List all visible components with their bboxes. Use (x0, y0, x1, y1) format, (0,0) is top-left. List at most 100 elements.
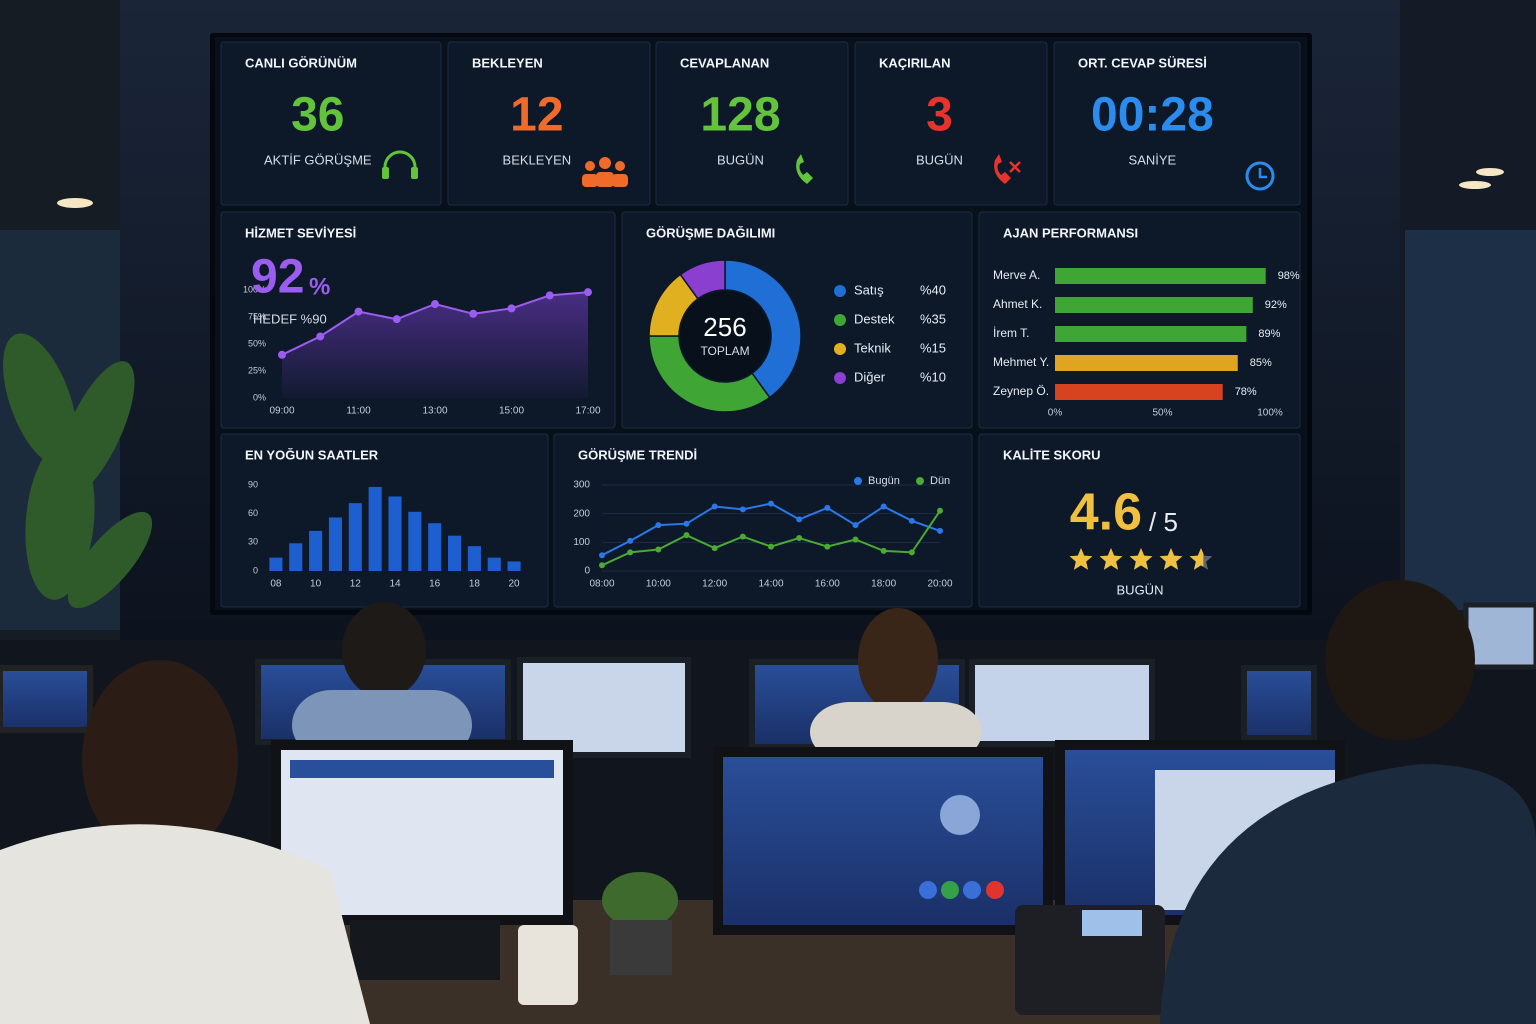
chart-title: EN YOĞUN SAATLER (245, 447, 379, 462)
y-tick-label: 100 (573, 537, 590, 548)
bar (408, 511, 422, 571)
ceiling-light (1476, 168, 1504, 176)
legend-swatch (834, 285, 846, 297)
point (824, 543, 831, 550)
bar (368, 486, 382, 571)
y-tick-label: 0 (253, 565, 258, 575)
point (937, 507, 943, 514)
category-label: Ahmet K. (993, 297, 1042, 311)
y-tick-label: 200 (573, 508, 590, 519)
donut-hole (680, 291, 770, 381)
point (908, 517, 915, 524)
category-label: Mehmet Y. (993, 355, 1049, 369)
point (711, 545, 718, 552)
kpi-label: BUGÜN (916, 152, 963, 167)
people-icon (582, 157, 628, 187)
bar (328, 517, 343, 571)
center-label: TOPLAM (700, 344, 749, 358)
star (1189, 548, 1204, 570)
point (739, 506, 746, 513)
point (768, 543, 774, 550)
bar (1055, 268, 1266, 284)
value-label: 98% (1278, 270, 1300, 282)
headset-icon (383, 150, 417, 175)
point (392, 315, 401, 324)
subtitle: HEDEF %90 (253, 311, 327, 326)
ceiling-light (1459, 181, 1491, 189)
headline-unit: % (309, 273, 330, 300)
foreground-agents (0, 580, 1536, 1024)
point (852, 522, 859, 529)
kpi-label: BEKLEYEN (503, 152, 572, 167)
x-tick-label: 10:00 (646, 579, 671, 590)
point (739, 533, 746, 540)
point (545, 291, 554, 300)
bar (447, 535, 462, 571)
y-tick-label: 75% (248, 311, 266, 321)
x-tick-label: 14 (389, 579, 401, 590)
kpi-value: 12 (510, 89, 563, 142)
bar (1055, 384, 1223, 400)
star (1159, 548, 1183, 570)
x-tick-label: 08:00 (589, 579, 614, 590)
bar (428, 523, 442, 571)
donut-slice (679, 259, 726, 300)
x-tick-label: 08 (270, 579, 282, 590)
kpi-value: 128 (700, 89, 780, 142)
point (278, 350, 286, 359)
y-tick-label: 25% (248, 365, 266, 375)
point (880, 503, 887, 510)
point (796, 516, 803, 523)
x-tick-label: 16:00 (815, 579, 840, 590)
kpi-label: AKTİF GÖRÜŞME (264, 152, 372, 167)
legend-label: Satış (854, 282, 884, 297)
value-label: 92% (1265, 299, 1287, 311)
y-tick-label: 0 (584, 566, 590, 577)
y-tick-label: 90 (248, 479, 258, 489)
clock-icon (1245, 161, 1275, 191)
category-label: Zeynep Ö. (993, 384, 1049, 398)
x-tick-label: 20 (509, 579, 521, 590)
star (1129, 548, 1153, 570)
value-label: %15 (920, 340, 946, 355)
dashboard: CANLI GÖRÜNÜM 36 AKTİF GÖRÜŞME BEKLEYEN 12 BE… (220, 41, 1301, 608)
bar (348, 503, 362, 571)
x-tick-label: 0% (1048, 408, 1063, 419)
area-fill (282, 292, 588, 398)
point (354, 307, 363, 316)
x-tick-label: 13:00 (422, 406, 447, 417)
kpi-label: SANİYE (1129, 152, 1177, 167)
bar (467, 546, 481, 571)
bar (1055, 326, 1247, 342)
y-tick-label: 60 (248, 508, 258, 518)
chart-title: HİZMET SEVİYESİ (245, 225, 356, 240)
bar (309, 530, 323, 571)
kpi-label: BUGÜN (717, 152, 764, 167)
chart-title: AJAN PERFORMANSI (1003, 225, 1138, 240)
star (1069, 548, 1093, 570)
point (584, 288, 592, 297)
y-tick-label: 30 (248, 537, 258, 547)
y-tick-label: 0% (253, 392, 266, 402)
chart-title: KALİTE SKORU (1003, 447, 1101, 462)
subtitle: BUGÜN (1117, 582, 1164, 597)
point (852, 536, 859, 543)
bar (507, 561, 521, 571)
value-label: %35 (920, 311, 946, 326)
point (507, 304, 516, 313)
y-tick-label: 100% (243, 284, 266, 294)
point (316, 332, 325, 341)
legend-swatch (834, 372, 846, 384)
value-label: 89% (1258, 328, 1280, 340)
category-label: Merve A. (993, 268, 1040, 282)
value-label: 78% (1235, 386, 1257, 398)
x-tick-label: 100% (1257, 408, 1283, 419)
x-tick-label: 14:00 (758, 579, 783, 590)
panel (978, 211, 1301, 429)
panel (655, 41, 849, 206)
point (711, 503, 718, 510)
bar (1055, 355, 1238, 371)
missed-call-icon (1009, 161, 1021, 173)
